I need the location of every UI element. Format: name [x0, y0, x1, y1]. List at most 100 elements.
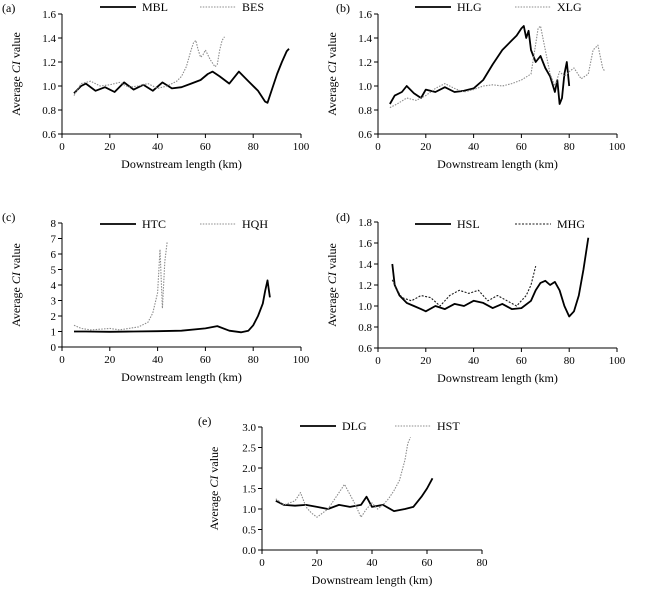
series-line-dlg: [275, 477, 434, 512]
y-tick-label: 0.6: [42, 129, 56, 141]
legend-label-bes: BES: [242, 0, 264, 14]
x-tick-label: 20: [420, 141, 432, 153]
y-tick-label: 1.0: [358, 81, 372, 93]
y-tick-label: 1.8: [358, 217, 372, 229]
panel-label: (e): [198, 414, 211, 428]
panel-label: (d): [336, 210, 350, 224]
y-axis-title-italic: CI: [9, 271, 23, 284]
y-tick-label: 0.8: [42, 105, 56, 117]
y-tick-label: 1.2: [358, 57, 372, 69]
y-axis-title-suffix: value: [325, 32, 339, 61]
y-tick-label: 1.6: [42, 9, 56, 21]
series-line-mbl: [73, 48, 290, 104]
x-tick-label: 100: [293, 141, 310, 153]
y-tick-label: 0.5: [242, 525, 256, 537]
y-tick-label: 1.6: [358, 238, 372, 250]
x-axis-title: Downstream length (km): [437, 157, 558, 171]
y-axis-title-suffix: value: [9, 243, 23, 272]
x-tick-label: 20: [312, 557, 324, 569]
y-axis-title-italic: CI: [9, 60, 23, 73]
y-axis-title: Average CI value: [325, 32, 339, 116]
y-tick-label: 5: [51, 265, 57, 277]
series-line-hlg: [389, 25, 571, 105]
series-line-mhg: [391, 265, 537, 307]
x-tick-label: 60: [422, 557, 434, 569]
x-tick-label: 40: [152, 141, 164, 153]
y-axis-title-italic: CI: [207, 475, 221, 488]
y-tick-label: 0.6: [358, 129, 372, 141]
legend-label-mhg: MHG: [557, 217, 585, 231]
x-tick-label: 20: [104, 141, 116, 153]
y-tick-label: 4: [51, 280, 57, 292]
y-tick-label: 0: [51, 342, 57, 354]
y-tick-label: 1.4: [42, 33, 56, 45]
y-tick-label: 1.0: [42, 81, 56, 93]
legend-label-hlg: HLG: [457, 0, 482, 14]
y-axis-title-suffix: value: [9, 32, 23, 61]
y-tick-label: 1.0: [358, 301, 372, 313]
y-tick-label: 1: [51, 327, 57, 339]
series-line-hst: [275, 437, 412, 518]
x-tick-label: 0: [59, 141, 65, 153]
x-tick-label: 80: [564, 355, 576, 367]
y-tick-label: 1.0: [242, 504, 256, 516]
panel-label: (c): [2, 210, 15, 224]
y-tick-label: 6: [51, 249, 57, 261]
x-tick-label: 20: [104, 354, 116, 366]
x-tick-label: 80: [248, 141, 260, 153]
y-axis-title-prefix: Average: [325, 73, 339, 116]
x-tick-label: 20: [420, 355, 432, 367]
x-tick-label: 40: [468, 141, 480, 153]
legend-label-hqh: HQH: [242, 217, 268, 231]
y-tick-label: 0.8: [358, 322, 372, 334]
y-axis-title-italic: CI: [325, 60, 339, 73]
x-axis-title: Downstream length (km): [121, 157, 242, 171]
y-axis-title: Average CI value: [9, 32, 23, 116]
y-axis-title: Average CI value: [325, 243, 339, 327]
y-axis-title-prefix: Average: [325, 284, 339, 327]
panel-label: (b): [336, 1, 350, 15]
x-axis-title: Downstream length (km): [312, 573, 433, 587]
series-line-xlg: [389, 25, 606, 109]
x-tick-label: 60: [516, 141, 528, 153]
y-axis-title: Average CI value: [9, 243, 23, 327]
y-tick-label: 2.5: [242, 443, 256, 455]
chart-panel-4: (d) 0.6 0.8 1.0 1.2 1.4 1.6 1.8 0 20 40 60 80 100 Down…: [325, 210, 626, 385]
y-tick-label: 3.0: [242, 422, 256, 434]
x-tick-label: 100: [609, 141, 626, 153]
series-line-htc: [74, 279, 271, 334]
y-tick-label: 1.4: [358, 259, 372, 271]
x-tick-label: 0: [259, 557, 265, 569]
y-tick-label: 0.0: [242, 545, 256, 557]
legend-label-mbl: MBL: [142, 0, 168, 14]
y-tick-label: 8: [51, 218, 57, 230]
legend-label-xlg: XLG: [557, 0, 582, 14]
series-line-bes: [73, 36, 225, 96]
x-tick-label: 80: [248, 354, 260, 366]
y-tick-label: 1.2: [358, 280, 372, 292]
x-tick-label: 0: [375, 141, 381, 153]
y-tick-label: 1.6: [358, 9, 372, 21]
x-tick-label: 40: [367, 557, 379, 569]
y-axis-title-suffix: value: [207, 447, 221, 476]
chart-panel-2: (b) 0.6 0.8 1.0 1.2 1.4 1.6 0 20 40 60 80 100 Downstr…: [325, 0, 626, 171]
x-tick-label: 40: [152, 354, 164, 366]
x-tick-label: 0: [59, 354, 65, 366]
x-tick-label: 80: [564, 141, 576, 153]
chart-panel-5: (e) 0.0 0.5 1.0 1.5 2.0 2.5 3.0 0 20 40 60 80 Downstr…: [198, 414, 488, 587]
y-axis-title: Average CI value: [207, 447, 221, 531]
x-tick-label: 100: [293, 354, 310, 366]
x-axis-title: Downstream length (km): [121, 370, 242, 384]
y-tick-label: 7: [51, 234, 57, 246]
x-axis-title: Downstream length (km): [437, 371, 558, 385]
y-tick-label: 3: [51, 296, 57, 308]
x-tick-label: 60: [200, 354, 212, 366]
y-tick-label: 0.8: [358, 105, 372, 117]
y-tick-label: 1.5: [242, 484, 256, 496]
x-tick-label: 60: [516, 355, 528, 367]
y-axis-title-prefix: Average: [9, 284, 23, 327]
y-tick-label: 2.0: [242, 463, 256, 475]
panel-label: (a): [2, 1, 15, 15]
series-line-hqh: [73, 241, 168, 331]
